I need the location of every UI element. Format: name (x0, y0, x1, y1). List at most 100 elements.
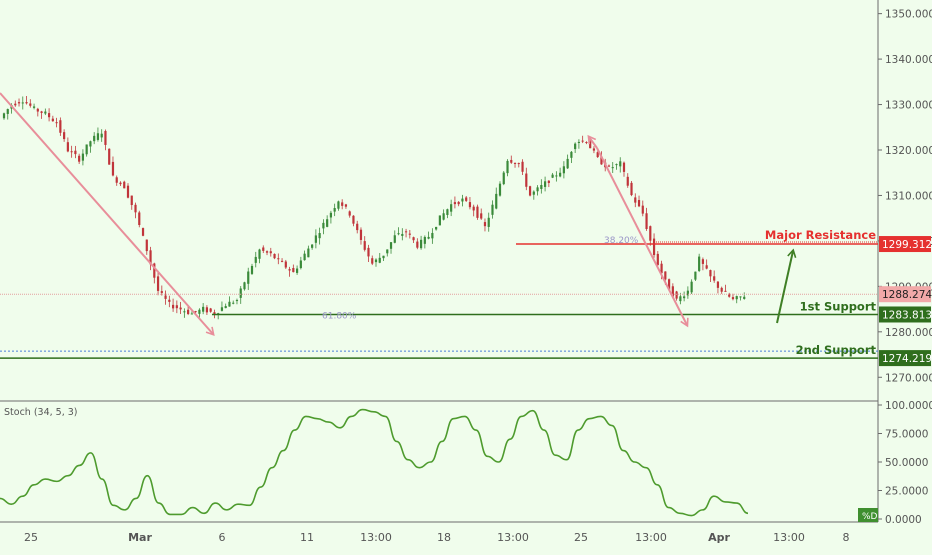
candle-body (705, 265, 708, 269)
candle-body (344, 204, 348, 207)
candle-body (634, 197, 637, 203)
candle-body (213, 312, 216, 315)
candle-body (63, 132, 66, 140)
candle-body (713, 276, 716, 281)
candle-body (543, 181, 547, 187)
candle-body (374, 259, 378, 263)
candle-body (438, 215, 441, 226)
candle-body (183, 311, 186, 313)
candle-body (540, 184, 543, 189)
candle-body (175, 305, 178, 309)
candle-body (273, 253, 276, 259)
candle-body (536, 187, 539, 192)
candle-body (111, 161, 115, 176)
candle-body (480, 213, 483, 219)
candle-body (295, 268, 299, 273)
candle-body (318, 233, 321, 239)
candle-body (611, 167, 614, 169)
candle-body (442, 213, 445, 220)
candle-body (513, 162, 517, 164)
candle-body (277, 258, 280, 260)
trend-arrow-up-head (587, 134, 598, 149)
candle-body (119, 182, 122, 185)
candle-body (404, 231, 408, 233)
candle-body (352, 215, 355, 224)
candle-body (555, 175, 558, 177)
candle-body (280, 260, 284, 262)
candle-body (235, 300, 239, 302)
trend-arrow-down-2 (596, 147, 689, 328)
candle-body (138, 212, 141, 225)
candle-body (626, 176, 629, 186)
candle-body (472, 206, 475, 211)
x-tick-label: 25 (574, 531, 588, 544)
candle-body (495, 193, 498, 209)
stoch-tick-label: 50.0000 (885, 457, 928, 469)
candle-body (171, 304, 175, 309)
price-tick-label: 1330.000 (885, 100, 932, 112)
resistance-badge: 1299.312 (882, 239, 932, 251)
candle-body (93, 135, 96, 142)
candle-body (333, 208, 336, 212)
candle-body (205, 307, 209, 313)
candle-body (247, 271, 250, 284)
candle-body (724, 290, 727, 292)
candle-body (615, 164, 618, 166)
candle-body (126, 185, 130, 198)
candle-body (254, 256, 257, 263)
candle-body (468, 202, 472, 208)
candle-body (232, 302, 235, 304)
stoch-badge-bg (858, 508, 878, 522)
candle-body (194, 311, 197, 313)
candle-body (743, 296, 746, 299)
price-tick-label: 1280.000 (885, 327, 932, 339)
candle-body (51, 118, 54, 122)
candle-body (450, 204, 453, 212)
first-support-badge: 1283.813 (882, 309, 932, 321)
candle-body (664, 271, 667, 280)
x-tick-label: Mar (128, 531, 152, 544)
price-tick-label: 1340.000 (885, 54, 932, 66)
candle-body (66, 142, 69, 152)
candle-body (341, 202, 344, 206)
price-tick-label: 1350.000 (885, 9, 932, 21)
candle-body (585, 142, 588, 144)
candle-body (637, 200, 641, 207)
candle-body (36, 108, 39, 112)
candle-body (607, 165, 611, 167)
candle-body (220, 307, 224, 311)
candle-body (145, 239, 148, 252)
second-support-badge-bg (879, 350, 931, 367)
stoch-tick-label: 100.0000 (885, 400, 932, 412)
candle-body (416, 241, 419, 248)
candle-body (728, 294, 731, 297)
candle-body (348, 211, 351, 216)
candle-body (412, 237, 415, 241)
candle-body (393, 235, 396, 243)
candle-body (498, 183, 502, 196)
candle-body (202, 306, 205, 312)
candle-body (570, 151, 573, 158)
candle-body (149, 250, 152, 265)
candle-body (209, 308, 212, 312)
candle-body (115, 177, 118, 183)
candle-body (123, 181, 126, 189)
candle-body (419, 239, 423, 249)
candle-body (32, 106, 36, 108)
candle-body (59, 120, 62, 133)
current-price-badge: 1288.274 (882, 289, 932, 301)
candle-body (596, 152, 599, 158)
candle-body (694, 271, 697, 280)
candle-body (566, 158, 569, 169)
candle-body (168, 299, 171, 302)
candle-body (78, 155, 81, 162)
candle-body (337, 201, 340, 209)
stoch-title: Stoch (34, 5, 3) (4, 407, 78, 418)
candle-body (720, 287, 723, 292)
candle-body (532, 191, 535, 195)
price-tick-label: 1270.000 (885, 372, 932, 384)
candle-body (25, 102, 28, 104)
candle-body (559, 172, 562, 177)
candle-body (589, 141, 592, 149)
